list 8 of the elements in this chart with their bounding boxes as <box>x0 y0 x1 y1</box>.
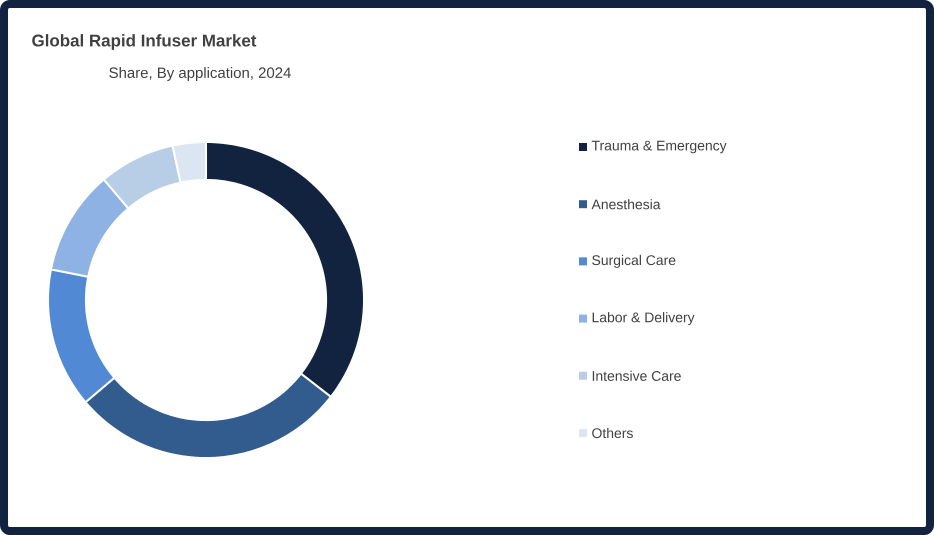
chart-title: Global Rapid Infuser Market <box>32 34 256 50</box>
legend-label: Labor & Delivery <box>592 312 695 326</box>
legend-label: Anesthesia <box>592 199 661 210</box>
chart-subtitle: Share, By application, 2024 <box>109 67 291 81</box>
legend-label: Trauma & Emergency <box>592 140 727 154</box>
legend-label: Intensive Care <box>592 370 681 381</box>
legend-label: Others <box>592 428 633 438</box>
legend-label: Surgical Care <box>592 254 676 268</box>
